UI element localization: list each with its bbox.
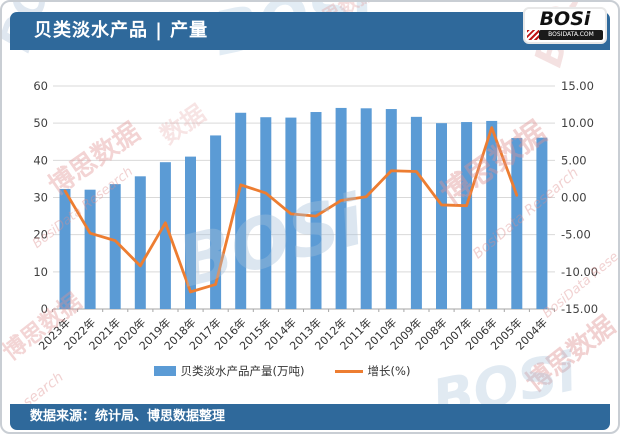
right-axis-tick-label: 5.00 (561, 153, 587, 167)
bar-swatch-icon (153, 366, 176, 376)
production-bar (210, 135, 222, 309)
production-bar (335, 107, 347, 309)
production-bar (134, 176, 146, 309)
production-bar (84, 189, 96, 309)
right-axis-tick-label: 10.00 (561, 116, 594, 130)
left-axis-tick-label: 60 (33, 79, 48, 93)
right-axis-tick-label: 15.00 (561, 79, 594, 93)
chart-svg: 0 -15.00 10 -10.00 20 -5.00 30 0.00 40 5.00 50 10.0… (33, 79, 598, 353)
production-bar (436, 123, 447, 310)
left-axis-tick-label: 10 (33, 265, 48, 279)
bosi-logo-text: BOSi (539, 8, 591, 30)
bosi-logo: BOSi BOSIDATA.COM (523, 7, 607, 44)
left-axis-tick-label: 40 (33, 153, 48, 167)
bosi-logo-site: BOSIDATA.COM (539, 30, 603, 40)
legend-item-production: 贝类淡水产品产量(万吨) (153, 363, 305, 379)
production-bar (486, 120, 498, 309)
legend-label-growth: 增长(%) (367, 364, 411, 378)
left-axis-tick-label: 30 (33, 191, 48, 205)
production-bar (536, 137, 548, 309)
production-bar (410, 116, 422, 309)
legend-item-growth: 增长(%) (334, 363, 411, 379)
chart-legend: 贝类淡水产品产量(万吨) 增长(%) (2, 363, 562, 379)
left-axis-tick-label: 20 (33, 228, 48, 242)
production-bar (109, 184, 121, 309)
right-axis-tick-label: 0.00 (561, 191, 587, 205)
left-axis-tick-label: 0 (41, 302, 48, 316)
growth-line (63, 126, 519, 294)
line-swatch-icon (334, 369, 363, 373)
production-bar (310, 112, 322, 309)
legend-label-production: 贝类淡水产品产量(万吨) (180, 364, 305, 378)
production-bar (360, 108, 372, 309)
page-title: 贝类淡水产品 | 产量 (34, 20, 209, 41)
production-bar (59, 188, 71, 309)
production-bar (511, 138, 523, 309)
left-axis-tick-label: 50 (33, 116, 48, 130)
production-bar (185, 156, 196, 309)
right-axis-tick-label: -5.00 (561, 228, 591, 242)
production-bar (385, 109, 397, 309)
production-bar (159, 162, 171, 309)
right-axis-tick-label: -15.00 (561, 302, 598, 316)
header-bar: 贝类淡水产品 | 产量 (10, 12, 610, 50)
right-axis-tick-label: -10.00 (561, 265, 598, 279)
production-bar (235, 112, 247, 309)
production-bar (260, 117, 272, 309)
footer-bar: 数据来源：统计局、博思数据整理 (10, 404, 610, 430)
logo-stripes-icon (527, 30, 539, 40)
production-bar (461, 122, 473, 309)
chart-area: 0 -15.00 10 -10.00 20 -5.00 30 0.00 40 5.00 50 10.0… (2, 57, 620, 362)
data-source-text: 数据来源：统计局、博思数据整理 (30, 409, 226, 424)
